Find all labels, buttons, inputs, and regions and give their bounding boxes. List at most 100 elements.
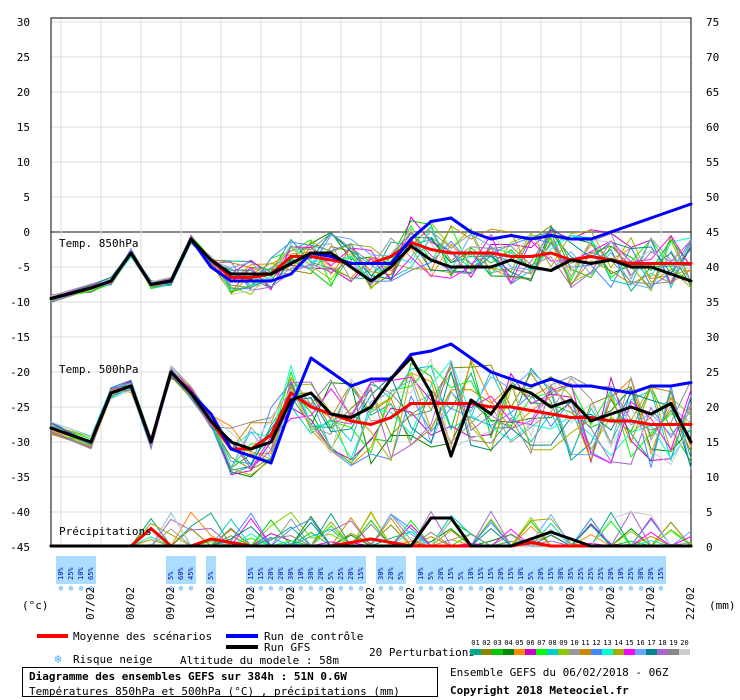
series-point [409, 402, 413, 405]
snow-risk-label: 25% [67, 567, 75, 580]
snow-risk-bar [526, 556, 536, 584]
series-point [269, 279, 273, 283]
series-point [289, 398, 293, 402]
series-point [629, 405, 633, 409]
series-point [629, 544, 633, 548]
y-tick-label-left: 25 [17, 51, 30, 64]
snow-risk-bar [336, 556, 346, 584]
series-point [369, 377, 373, 381]
snow-risk-bar [306, 556, 316, 584]
series-point [189, 544, 193, 548]
snow-risk-bar [596, 556, 606, 584]
panel-label: Temp. 850hPa [59, 237, 138, 250]
series-point [329, 370, 333, 374]
snow-flake-icon: ❄ [179, 584, 184, 593]
snow-risk-label: 5% [167, 571, 175, 580]
series-point [389, 377, 393, 381]
snow-risk-bar [266, 556, 276, 584]
series-point [689, 440, 693, 444]
series-point [169, 370, 173, 374]
series-point [249, 454, 253, 458]
snow-risk-label: 10% [297, 567, 305, 580]
series-point [249, 544, 253, 548]
series-point [549, 405, 553, 409]
series-point [609, 412, 613, 416]
snow-risk-bar [606, 556, 616, 584]
x-tick-label: 19/02 [564, 587, 577, 620]
perturbation-swatch [624, 649, 635, 655]
footer-subtitle: Températures 850hPa et 500hPa (°C) , pré… [29, 685, 400, 698]
perturbation-line [50, 370, 692, 468]
x-tick-label: 17/02 [484, 587, 497, 620]
perturbation-swatch [679, 649, 690, 655]
snow-risk-label: 10% [417, 567, 425, 580]
series-point [689, 202, 693, 206]
series-point [629, 419, 633, 423]
series-point [289, 272, 293, 276]
series-point [209, 412, 213, 416]
series-point [369, 405, 373, 409]
x-tick-label: 18/02 [524, 587, 537, 620]
snow-flake-icon: ❄ [569, 584, 574, 593]
x-tick-label: 11/02 [244, 587, 257, 620]
snow-risk-label: 30% [307, 567, 315, 580]
snow-flake-icon: ❄ [359, 584, 364, 593]
snow-risk-label: 45% [187, 567, 195, 580]
series-point [269, 433, 273, 437]
x-tick-label: 12/02 [284, 587, 297, 620]
series-point [409, 544, 413, 548]
series-point [469, 356, 473, 360]
series-point [389, 416, 393, 419]
series-point [349, 541, 353, 544]
series-point [529, 537, 533, 541]
snow-flake-icon: ❄ [399, 584, 404, 593]
series-point [289, 262, 293, 265]
snow-flake-icon: ❄ [249, 584, 254, 593]
series-point [209, 258, 213, 262]
y-tick-label-right: 55 [706, 156, 719, 169]
series-point [429, 544, 433, 548]
snow-risk-bar [206, 556, 216, 584]
snow-flake-icon: ❄ [619, 584, 624, 593]
snow-flake-icon: ❄ [649, 584, 654, 593]
altitude-label: Altitude du modele : 58m [180, 654, 339, 667]
snow-flake-icon: ❄ [539, 584, 544, 593]
snow-risk-label: 20% [497, 567, 505, 580]
snow-flake-icon: ❄ [329, 584, 334, 593]
panel-label: Précipitations [59, 525, 152, 538]
series-point [249, 447, 253, 451]
series-point [529, 409, 533, 412]
series-point [129, 251, 133, 255]
snow-risk-bar [416, 556, 426, 584]
y-tick-label-left: -5 [17, 261, 30, 274]
snow-flake-icon: ❄ [319, 584, 324, 593]
snow-risk-label: 25% [587, 567, 595, 580]
perturbation-swatch [657, 649, 668, 655]
legend-graphics: ❄ [37, 634, 258, 666]
series-point [629, 265, 633, 269]
perturbation-line [50, 364, 692, 471]
snow-risk-bar [396, 556, 406, 584]
snow-risk-label: 30% [377, 567, 385, 580]
perturbation-swatch [580, 649, 591, 655]
series-point [109, 279, 113, 283]
series-point [329, 251, 333, 255]
series-point [529, 391, 533, 395]
series-point [589, 419, 593, 423]
perturbation-number: 20 [680, 639, 689, 647]
series-point [49, 426, 53, 430]
series-point [369, 544, 373, 548]
series-point [149, 527, 153, 530]
series-point [449, 342, 453, 346]
series-point [409, 353, 413, 356]
snow-flake-icon: ❄ [289, 584, 294, 593]
series-point [329, 544, 333, 548]
series-point [549, 251, 553, 255]
snow-risk-bar [436, 556, 446, 584]
series-point [669, 272, 673, 276]
perturbation-line [50, 226, 692, 299]
series-point [529, 541, 533, 544]
snow-risk-bar [616, 556, 626, 584]
series-point [429, 349, 433, 353]
